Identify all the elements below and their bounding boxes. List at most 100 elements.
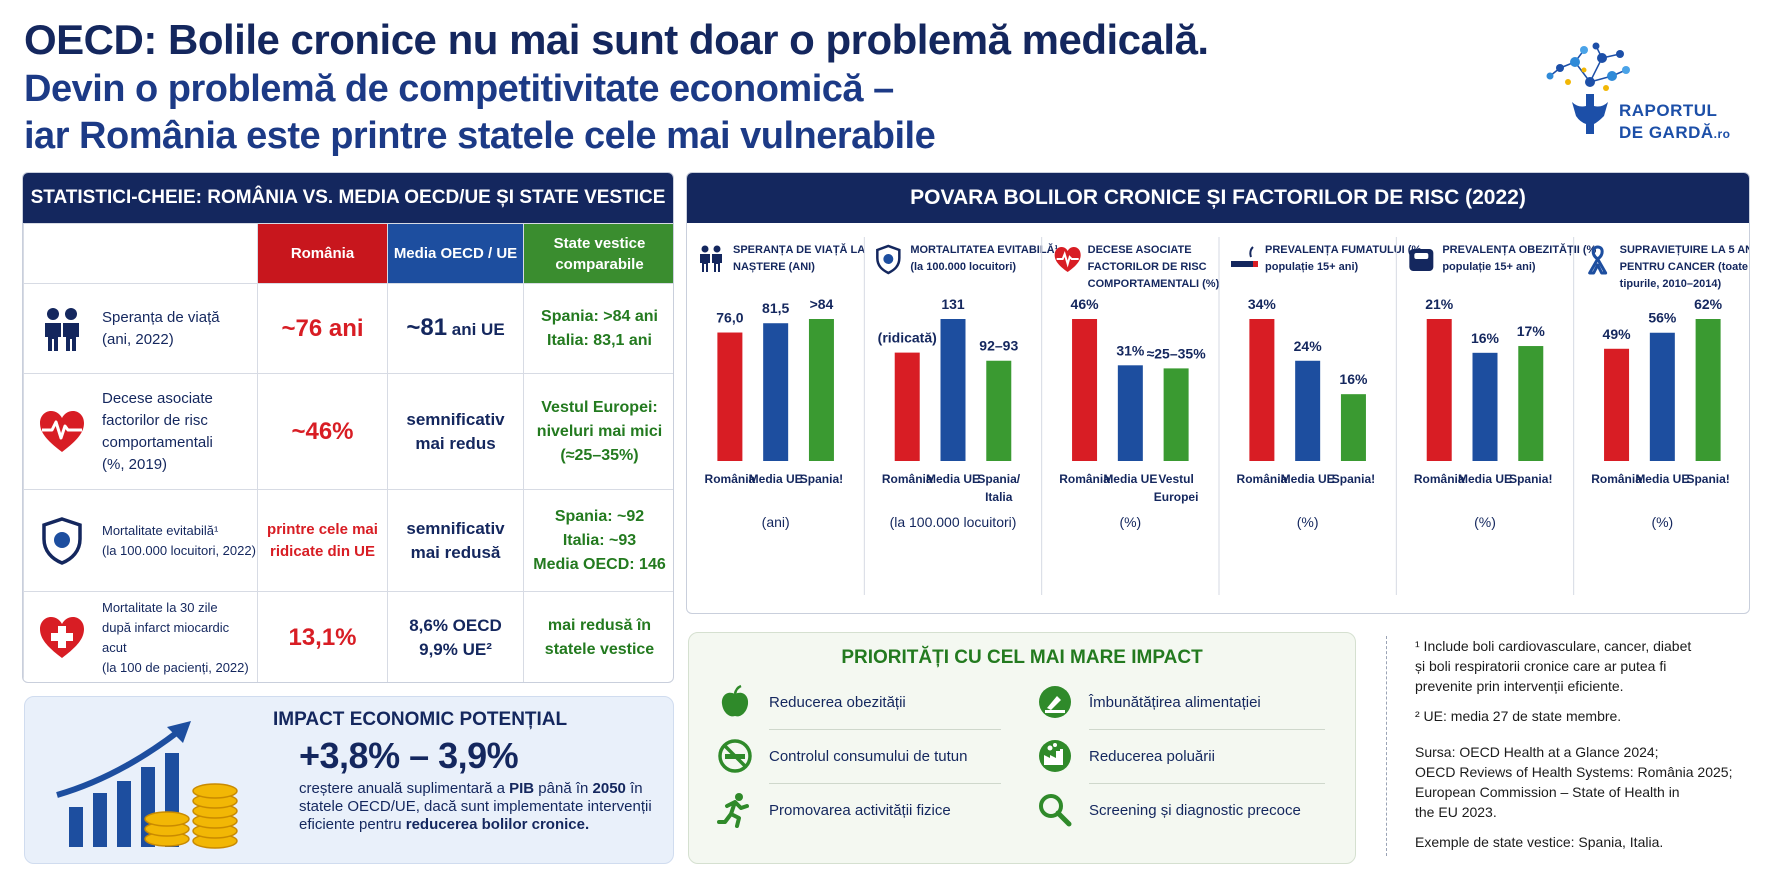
data-label: (ridicată) <box>878 330 937 346</box>
title-line-1: OECD: Bolile cronice nu mai sunt doar o … <box>24 16 1209 63</box>
impact-desc-part: creștere anuală suplimentară a <box>299 780 510 797</box>
bar <box>1295 360 1321 461</box>
bar <box>1695 319 1721 461</box>
data-label: 34% <box>1248 296 1277 312</box>
priority-label: Reducerea poluării <box>1089 747 1215 765</box>
unit-label: (%) <box>1474 514 1496 530</box>
stats-header-row: România Media OECD / UE State vestice co… <box>23 223 673 284</box>
divider <box>769 783 1001 784</box>
priorities-title: PRIORITĂȚI CU CEL MAI MARE IMPACT <box>841 647 1203 668</box>
footnotes: ¹ Include boli cardiovasculare, cancer, … <box>1386 636 1746 856</box>
value-eu: semnificativ mai redus <box>387 373 524 490</box>
divider <box>1089 729 1325 730</box>
data-label: 24% <box>1294 338 1323 354</box>
priority-item: Screening și diagnostic precoce <box>1037 785 1301 835</box>
chart-4: PREVALENȚA FUMATULUI (% populație 15+ ani… <box>1218 237 1421 595</box>
heart-pulse-icon <box>1054 247 1081 272</box>
chart-title-line: MORTALITATEA EVITABILĂ¹ <box>910 243 1058 256</box>
priority-item: Reducerea poluării <box>1037 731 1215 781</box>
value-west: Vestul Europei: niveluri mai mici (≈25–3… <box>523 373 673 490</box>
impact-panel: IMPACT ECONOMIC POTENȚIAL +3,8% – 3,9% c… <box>24 696 674 864</box>
shield-icon <box>876 244 901 275</box>
category-label: Vestul <box>1158 472 1193 486</box>
logo-text: RAPORTUL DE GARDĂ.ro <box>1619 100 1731 145</box>
data-label: 81,5 <box>762 300 789 316</box>
title-line-3: iar România este printre statele cele ma… <box>24 115 936 157</box>
stats-header: STATISTICI-CHEIE: ROMÂNIA VS. MEDIA OECD… <box>23 173 673 223</box>
category-label: Spania! <box>800 472 843 486</box>
divider <box>1089 783 1325 784</box>
impact-desc-bold: 2050 <box>592 780 626 797</box>
data-label: 56% <box>1648 310 1677 326</box>
data-label: ≈25–35% <box>1147 345 1207 361</box>
data-label: 131 <box>941 296 965 312</box>
chart-title-line: SUPRAVIEȚUIRE LA 5 ANI <box>1620 244 1750 256</box>
priority-item: Controlul consumului de tutun <box>717 731 967 781</box>
value-eu-suffix: ani UE <box>447 319 505 339</box>
bar <box>1072 319 1098 461</box>
category-label: Spania! <box>1509 472 1552 486</box>
bar <box>1472 352 1498 461</box>
value-eu: semnificativ mai redusă <box>387 489 524 592</box>
category-label: Spania! <box>1686 472 1729 486</box>
running-icon <box>717 793 749 828</box>
priority-item: Promovarea activității fizice <box>717 785 951 835</box>
data-label: 49% <box>1603 326 1632 342</box>
priority-item: Îmbunătățirea alimentației <box>1037 677 1261 727</box>
value-eu: 8,6% OECD 9,9% UE² <box>387 591 524 682</box>
heart-cross-icon <box>40 616 84 658</box>
category-label: Europei <box>1154 490 1199 504</box>
priority-label: Promovarea activității fizice <box>769 801 951 819</box>
data-label: 21% <box>1425 296 1454 312</box>
ribbon-icon <box>1588 245 1608 275</box>
data-label: 46% <box>1071 296 1100 312</box>
chart-3: DECESE ASOCIATE FACTORILOR DE RISC COMPORT… <box>1041 237 1220 595</box>
value-west: Spania: >84 ani Italia: 83,1 ani <box>523 283 673 374</box>
examples-note: Exemple de state vestice: Spania, Italia… <box>1415 834 1664 850</box>
priority-label: Îmbunătățirea alimentației <box>1089 693 1261 711</box>
charts-svg: SPERANȚA DE VIAȚĂ LA NAȘTERE (ANI) 76,0 Rom… <box>700 237 1750 595</box>
impact-description: creștere anuală suplimentară a PIB până … <box>299 780 669 834</box>
data-label: 76,0 <box>716 310 743 326</box>
chart-title-line: PREVALENȚA FUMATULUI (% <box>1265 244 1421 256</box>
priority-label: Screening și diagnostic precoce <box>1089 801 1301 819</box>
scale-icon <box>1409 249 1434 271</box>
category-label: România <box>1414 472 1465 486</box>
apple-icon <box>721 684 749 717</box>
col-header-eu: Media OECD / UE <box>387 223 524 284</box>
stats-panel: STATISTICI-CHEIE: ROMÂNIA VS. MEDIA OECD… <box>22 172 674 683</box>
heart-pulse-icon <box>40 410 84 452</box>
healthy-food-icon <box>1039 686 1071 718</box>
footnote-1: ¹ Include boli cardiovasculare, cancer, … <box>1415 638 1692 694</box>
chart-1: SPERANȚA DE VIAȚĂ LA NAȘTERE (ANI) 76,0 Rom… <box>700 243 865 530</box>
category-label: Media UE <box>1458 472 1512 486</box>
priority-label: Controlul consumului de tutun <box>769 747 968 765</box>
factory-icon <box>1039 740 1071 772</box>
logo-line-1: RAPORTUL <box>1619 101 1718 120</box>
unit-label: (ani) <box>762 514 790 530</box>
data-label: 62% <box>1694 296 1723 312</box>
data-label: 92–93 <box>979 338 1018 354</box>
bar <box>1518 346 1544 461</box>
chart-title-line: PREVALENȚA OBEZITĂȚII (% <box>1442 243 1596 256</box>
chart-header: POVARA BOLILOR CRONICE ȘI FACTORILOR DE … <box>687 173 1749 223</box>
impact-desc-bold: reducerea bolilor cronice. <box>405 816 590 833</box>
category-label: Media UE <box>1103 472 1157 486</box>
bar <box>1163 368 1189 461</box>
growth-coins-icon <box>56 721 238 849</box>
indicator-label: Speranța de viață (ani, 2022) <box>102 308 220 348</box>
title-line-2: Devin o problemă de competitivitate econ… <box>24 68 894 110</box>
category-label: Italia <box>985 490 1013 504</box>
category-label: Media UE <box>926 472 980 486</box>
impact-value: +3,8% – 3,9% <box>299 735 519 776</box>
bar <box>894 352 920 461</box>
value-eu: ~81 <box>406 313 448 341</box>
logo-tree-hand-icon <box>1546 42 1630 134</box>
logo-line-2: DE GARDĂ <box>1619 123 1714 142</box>
footnote-2: ² UE: media 27 de state membre. <box>1415 708 1622 724</box>
data-label: 16% <box>1471 330 1500 346</box>
priority-label: Reducerea obezității <box>769 693 906 711</box>
category-label: Media UE <box>1281 472 1335 486</box>
magnifier-icon <box>1039 794 1072 827</box>
chart-6: SUPRAVIEȚUIRE LA 5 ANI PENTRU CANCER (toa… <box>1573 237 1750 595</box>
